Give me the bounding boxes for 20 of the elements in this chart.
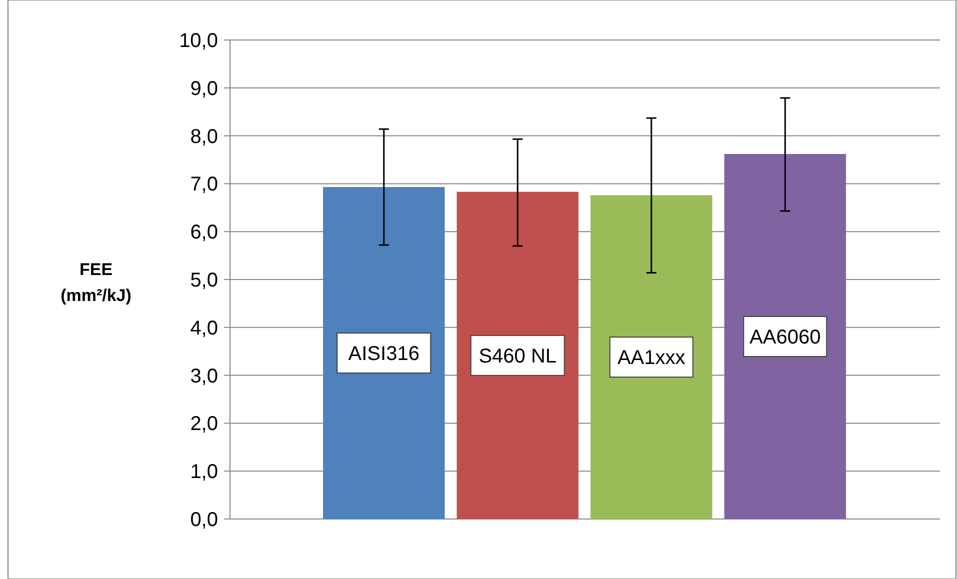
y-tick-label: 7,0 [190, 174, 218, 196]
bar [724, 154, 846, 519]
y-tick-label: 4,0 [190, 317, 218, 340]
bar [590, 195, 712, 519]
y-axis-title: FEE (mm²/kJ) [60, 260, 132, 305]
x-tick-label: AISI316 [348, 343, 420, 366]
y-tick-label: 0,0 [190, 509, 218, 531]
y-tick-label: 10,0 [179, 30, 218, 52]
bar [323, 187, 445, 519]
y-tick-label: 9,0 [190, 78, 218, 100]
y-tick-label: 5,0 [190, 270, 218, 292]
y-tick-label: 6,0 [190, 222, 218, 244]
y-tick-label: 1,0 [190, 461, 218, 484]
y-tick-label: 2,0 [190, 413, 218, 436]
bar [456, 192, 578, 519]
y-tick-label: 3,0 [190, 365, 218, 388]
x-tick-label: AA1xxx [617, 347, 686, 370]
y-tick-label: 8,0 [190, 126, 218, 148]
x-tick-label: S460 NL [478, 345, 557, 368]
x-tick-label: AA6060 [750, 326, 821, 348]
